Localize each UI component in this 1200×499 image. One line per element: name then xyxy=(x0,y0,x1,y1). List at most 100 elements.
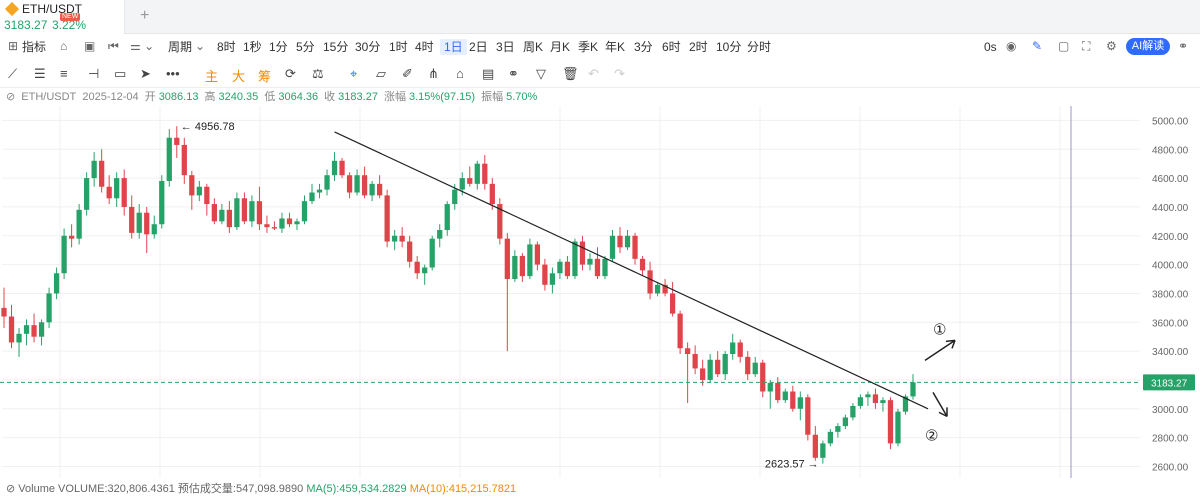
comment-icon[interactable]: ▢ xyxy=(1058,39,1070,53)
lock-icon[interactable]: ⌂ xyxy=(456,66,464,81)
high-label: 高 xyxy=(204,91,216,103)
interval-10[interactable]: 3日 xyxy=(496,40,515,54)
indicator-icon[interactable]: ⊞ xyxy=(8,39,19,53)
main-force-button[interactable]: 主 xyxy=(205,69,219,84)
interval-15[interactable]: 3分 xyxy=(634,40,653,54)
y-tick-label-4: 3400.00 xyxy=(1152,347,1189,358)
candle-body-46 xyxy=(346,175,353,193)
ruler-icon[interactable]: ▱ xyxy=(376,66,386,81)
interval-3[interactable]: 5分 xyxy=(296,40,315,54)
open-label: 开 xyxy=(144,91,156,103)
arrow-tool-icon[interactable]: ➤ xyxy=(140,66,151,81)
interval-18[interactable]: 10分 xyxy=(716,40,742,54)
candle-body-39 xyxy=(294,221,300,225)
interval-6[interactable]: 1时 xyxy=(389,40,408,54)
candlestick-chart[interactable]: ← 4956.78 2623.57 → ① ② 2600.00 2800.00 3000.… xyxy=(0,106,1200,478)
interval-16[interactable]: 6时 xyxy=(662,40,681,54)
candle-body-113 xyxy=(850,405,856,418)
fullscreen-icon[interactable]: ⛶ xyxy=(1082,39,1091,53)
arrow-up-head xyxy=(945,339,956,349)
interval-0[interactable]: 8时 xyxy=(217,40,236,54)
period-dropdown[interactable]: 周期 xyxy=(168,40,193,54)
candle-body-100 xyxy=(752,362,758,375)
last-price-tag-bg xyxy=(1143,374,1195,391)
link-tool-icon[interactable]: ⚭ xyxy=(508,66,519,81)
chevron-down-icon[interactable]: ⌄ xyxy=(195,39,206,53)
interval-17[interactable]: 2时 xyxy=(689,40,708,54)
candle-body-34 xyxy=(256,201,263,225)
cursor-icon[interactable]: ⌖ xyxy=(350,66,358,81)
candle-body-50 xyxy=(376,183,383,196)
gear-icon[interactable]: ⚙ xyxy=(1106,39,1117,53)
hline-tool-icon[interactable]: ☰ xyxy=(34,66,46,81)
eye-icon[interactable]: ⊘ xyxy=(6,91,16,103)
redo-icon[interactable]: ↷ xyxy=(614,66,625,81)
candle-body-62 xyxy=(467,178,473,184)
interval-5[interactable]: 30分 xyxy=(355,40,381,54)
candle-body-108 xyxy=(812,434,818,458)
interval-1[interactable]: 1秒 xyxy=(243,40,262,54)
candle-body-44 xyxy=(331,160,338,176)
layout-icon[interactable]: ▣ xyxy=(84,39,96,53)
measure-icon[interactable]: ⚖ xyxy=(312,66,324,81)
pen-icon[interactable]: ✎ xyxy=(1032,39,1043,53)
template-icon[interactable]: ⌂ xyxy=(60,39,68,53)
candle-body-63 xyxy=(474,163,480,184)
trendline-tool-icon[interactable]: ⟋ xyxy=(8,66,18,81)
y-tick-label-10: 4600.00 xyxy=(1152,174,1189,185)
candle-body-51 xyxy=(384,195,390,242)
tab-eth-usdt[interactable]: ETH/USDT 3183.27 3.22% NEW xyxy=(0,0,125,34)
brush-icon[interactable]: ✐ xyxy=(402,66,413,81)
candle-body-32 xyxy=(241,198,248,222)
amplitude-label: 振幅 xyxy=(481,91,504,103)
link-icon[interactable]: ⚭ xyxy=(1178,39,1189,53)
add-tab-icon[interactable]: + xyxy=(140,7,150,24)
candle-body-7 xyxy=(53,273,60,294)
magnet-icon[interactable]: ⋔ xyxy=(428,66,439,81)
channel-tool-icon[interactable]: ≡ xyxy=(60,66,68,81)
candle-body-21 xyxy=(159,180,165,225)
candle-body-33 xyxy=(249,201,255,222)
camera-icon[interactable]: ◉ xyxy=(1006,39,1017,53)
filter-icon[interactable]: ▽ xyxy=(536,66,546,81)
big-order-button[interactable]: 大 xyxy=(232,69,246,84)
ai-analysis-button[interactable]: AI解读 xyxy=(1126,38,1170,55)
candle-body-109 xyxy=(820,443,826,458)
chart-type-icon[interactable]: ⚌ ⌄ xyxy=(130,39,155,53)
interval-7[interactable]: 4时 xyxy=(415,40,434,54)
interval-19[interactable]: 分时 xyxy=(747,40,772,54)
candle-body-80 xyxy=(602,258,608,277)
candle-body-61 xyxy=(459,178,465,190)
undo-icon[interactable]: ↶ xyxy=(588,66,599,81)
candle-body-111 xyxy=(835,426,841,432)
replay-icon[interactable]: ⏮ xyxy=(108,39,119,53)
ray-tool-icon[interactable]: ⊣ xyxy=(88,66,100,81)
candle-body-98 xyxy=(737,342,743,357)
chip-button[interactable]: 筹 xyxy=(258,69,272,84)
interval-9[interactable]: 2日 xyxy=(469,40,488,54)
tab-bar: ETH/USDT 3183.27 3.22% NEW + xyxy=(0,0,1200,34)
interval-8[interactable]: 1日 xyxy=(440,39,467,55)
hide-icon[interactable]: ▤ xyxy=(482,66,495,81)
candle-body-96 xyxy=(722,354,728,375)
rect-tool-icon[interactable]: ▭ xyxy=(114,66,127,81)
interval-12[interactable]: 月K xyxy=(550,40,571,54)
interval-11[interactable]: 周K xyxy=(523,40,544,54)
tab-symbol: ETH/USDT xyxy=(22,2,82,16)
replay-speed[interactable]: 0s xyxy=(984,40,997,54)
indicator-button[interactable]: 指标 xyxy=(22,40,47,54)
interval-14[interactable]: 年K xyxy=(605,40,626,54)
y-tick-label-2: 3000.00 xyxy=(1152,405,1189,416)
interval-4[interactable]: 15分 xyxy=(323,40,349,54)
arrow-down-line xyxy=(932,391,948,417)
estimated-volume: 预估成交量:547,098.9890 xyxy=(177,483,304,495)
y-tick-label-9: 4400.00 xyxy=(1152,203,1189,214)
eye-icon-volume[interactable]: ⊘ xyxy=(6,483,16,495)
volume-ma10: MA(10):415,215.7821 xyxy=(409,483,517,495)
trash-icon[interactable]: 🗑 xyxy=(562,66,579,81)
candle-body-92 xyxy=(692,354,698,369)
interval-2[interactable]: 1分 xyxy=(269,40,288,54)
interval-13[interactable]: 季K xyxy=(578,40,599,54)
more-tools-icon[interactable]: ••• xyxy=(166,66,180,81)
sync-icon[interactable]: ⟳ xyxy=(285,66,296,81)
